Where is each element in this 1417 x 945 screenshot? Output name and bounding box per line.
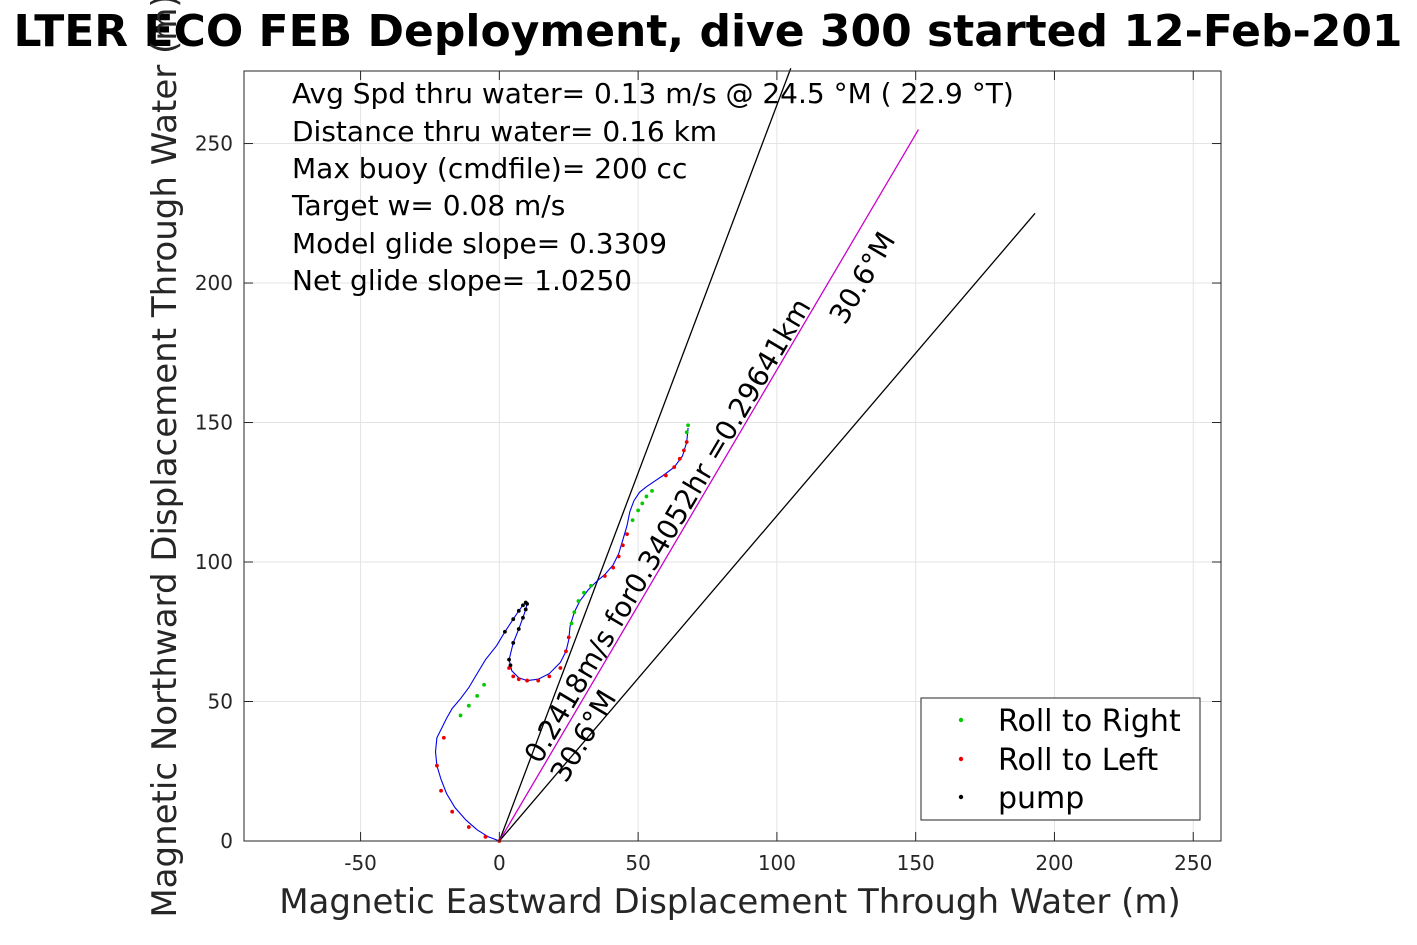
point-roll-to-left — [672, 465, 677, 470]
point-roll-to-left — [602, 574, 607, 578]
point-roll-to-right — [572, 610, 577, 615]
annotation-avg-speed: Avg Spd thru water= 0.13 m/s @ 24.5 °M (… — [292, 77, 1014, 110]
point-pump — [511, 617, 516, 622]
reference-line-1 — [498, 129, 920, 842]
point-roll-to-left — [441, 735, 446, 740]
point-pump — [507, 657, 511, 662]
point-roll-to-left — [677, 456, 682, 461]
point-roll-to-right — [582, 590, 586, 595]
y-tick-label: 150 — [195, 411, 233, 435]
point-roll-to-right — [644, 494, 649, 499]
x-tick-label: -50 — [344, 851, 377, 875]
x-tick-label: 150 — [897, 851, 935, 875]
annotation-distance: Distance thru water= 0.16 km — [292, 115, 717, 148]
legend-label-pump: pump — [998, 781, 1084, 816]
point-roll-to-left — [564, 649, 568, 654]
point-roll-to-left — [536, 678, 541, 683]
chart-title: LTER ECO FEB Deployment, dive 300 starte… — [13, 6, 1402, 57]
reference-line-0 — [498, 67, 792, 842]
annotation-target-w: Target w= 0.08 m/s — [291, 189, 565, 222]
point-roll-to-right — [576, 599, 581, 603]
point-roll-to-right — [482, 682, 486, 687]
annotation-max-buoy: Max buoy (cmdfile)= 200 cc — [292, 152, 687, 185]
point-pump — [521, 603, 525, 608]
point-roll-to-right — [569, 621, 574, 626]
annotation-model-glide: Model glide slope= 0.3309 — [292, 227, 667, 260]
point-roll-to-left — [483, 834, 488, 839]
point-roll-to-right — [466, 703, 471, 708]
point-pump — [516, 627, 521, 631]
point-roll-to-left — [616, 554, 621, 559]
point-roll-to-left — [435, 763, 439, 768]
x-tick-label: 200 — [1035, 851, 1073, 875]
point-roll-to-right — [684, 430, 689, 435]
point-pump — [525, 601, 530, 606]
legend: Roll to Right Roll to Left pump — [920, 697, 1201, 821]
point-roll-to-right — [636, 508, 641, 513]
points-layer — [435, 423, 690, 843]
x-tick-label: 0 — [493, 851, 506, 875]
point-pump — [508, 663, 513, 668]
point-roll-to-left — [663, 473, 668, 478]
y-tick-label: 200 — [195, 271, 233, 295]
y-tick-label: 100 — [195, 550, 233, 574]
point-roll-to-left — [525, 678, 530, 683]
point-pump — [503, 629, 507, 634]
point-roll-to-right — [475, 694, 480, 698]
y-tick-label: 50 — [208, 690, 233, 714]
x-axis-label: Magnetic Eastward Displacement Through W… — [279, 882, 1181, 922]
point-roll-to-left — [439, 788, 443, 793]
axis-ticks: -50 0 50 100 150 200 250 0 50 100 150 200 250 — [195, 71, 1221, 875]
legend-label-roll-left: Roll to Left — [998, 743, 1158, 778]
x-tick-label: 100 — [758, 851, 796, 875]
point-roll-to-right — [686, 423, 690, 428]
y-tick-label: 0 — [220, 829, 233, 853]
point-roll-to-right — [458, 713, 463, 718]
point-roll-to-left — [620, 543, 625, 548]
point-roll-to-right — [589, 583, 593, 588]
legend-marker-roll-right — [958, 717, 964, 723]
point-roll-to-left — [611, 565, 616, 570]
plot-frame — [243, 70, 1222, 842]
point-roll-to-left — [558, 666, 563, 670]
point-roll-to-left — [684, 440, 689, 444]
point-roll-to-right — [650, 488, 654, 493]
reference-line-2 — [498, 212, 1036, 842]
y-axis-label: Magnetic Northward Displacement Through … — [145, 0, 185, 918]
legend-label-roll-right: Roll to Right — [998, 704, 1181, 739]
point-roll-to-left — [566, 635, 571, 640]
point-roll-to-right — [640, 501, 645, 506]
point-roll-to-right — [630, 518, 635, 523]
legend-box — [920, 697, 1201, 821]
point-roll-to-left — [625, 532, 629, 537]
point-pump — [521, 615, 525, 620]
point-pump — [516, 608, 521, 613]
reference-lines — [498, 67, 1036, 842]
point-roll-to-left — [516, 677, 521, 682]
y-tick-label: 250 — [195, 132, 233, 156]
annotation-block: Avg Spd thru water= 0.13 m/s @ 24.5 °M (… — [291, 77, 1014, 297]
point-pump — [523, 607, 528, 612]
legend-marker-pump — [958, 794, 964, 800]
point-pump — [511, 641, 516, 645]
point-roll-to-left — [511, 674, 516, 679]
point-roll-to-left — [450, 809, 455, 814]
x-tick-label: 50 — [625, 851, 650, 875]
point-roll-to-left — [682, 448, 686, 453]
annotation-net-glide: Net glide slope= 1.0250 — [292, 264, 632, 297]
x-tick-label: 250 — [1174, 851, 1212, 875]
point-roll-to-left — [547, 674, 552, 679]
legend-marker-roll-left — [958, 756, 964, 762]
point-roll-to-left — [466, 825, 471, 829]
